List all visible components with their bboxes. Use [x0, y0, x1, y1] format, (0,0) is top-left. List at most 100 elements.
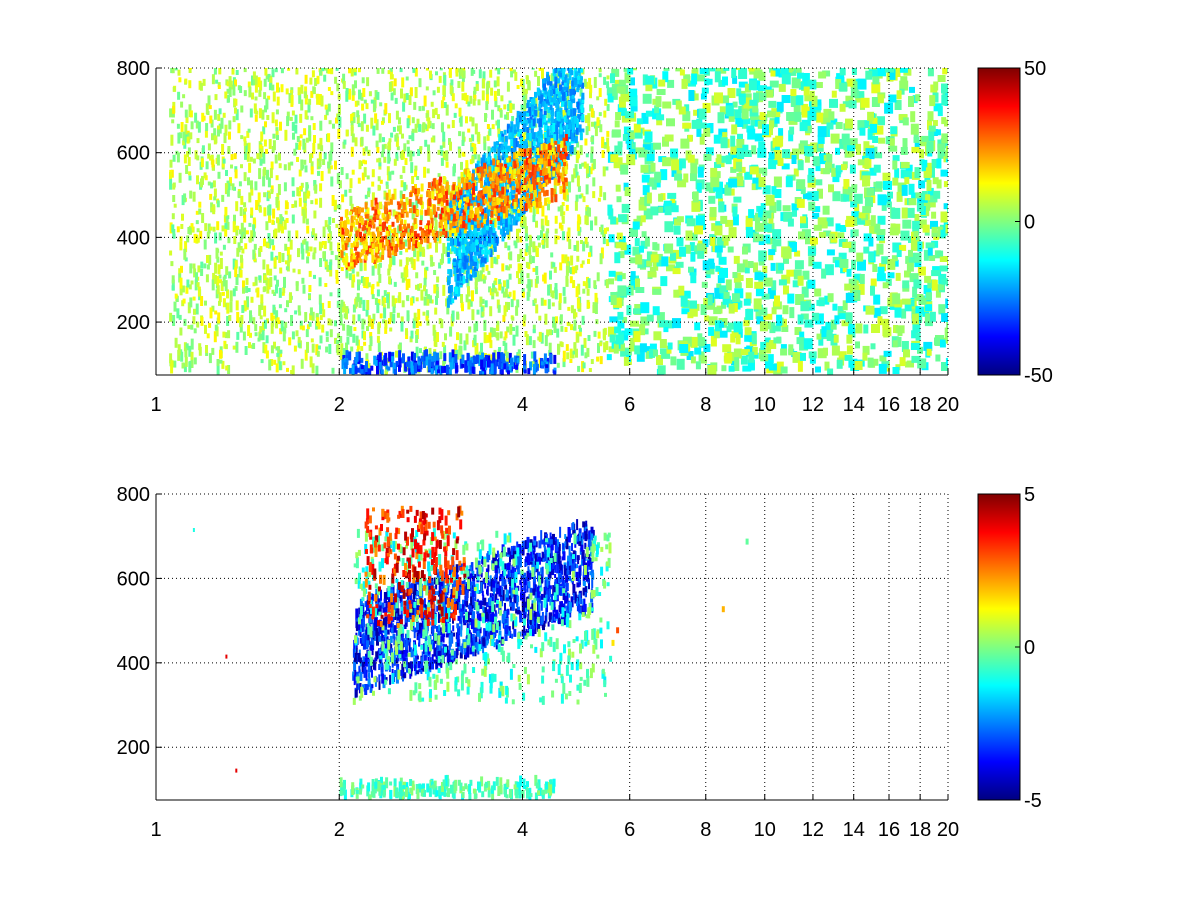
heatmap-cell [573, 342, 577, 352]
heatmap-cell [401, 300, 405, 308]
heatmap-cell [509, 323, 513, 335]
heatmap-cell [468, 326, 472, 333]
heatmap-cell [184, 241, 188, 253]
heatmap-cell [281, 217, 285, 222]
heatmap-cell [580, 68, 584, 69]
heatmap-cell [174, 293, 178, 299]
heatmap-cell [526, 176, 530, 182]
heatmap-cell [250, 213, 253, 218]
heatmap-cell [543, 83, 546, 91]
heatmap-cell [406, 295, 410, 302]
heatmap-cell [510, 169, 514, 177]
heatmap-cell [366, 175, 370, 180]
heatmap-cell [308, 131, 312, 142]
heatmap-cell [458, 68, 462, 73]
heatmap-cell [599, 227, 602, 232]
heatmap-cell [258, 304, 262, 316]
heatmap-cell [569, 348, 573, 359]
heatmap-cell [319, 335, 323, 344]
heatmap-cell [478, 166, 482, 172]
heatmap-cell [523, 314, 527, 321]
heatmap-cell [187, 325, 191, 330]
heatmap-cell [514, 194, 518, 200]
heatmap-cell [482, 186, 486, 194]
heatmap-cell [454, 273, 458, 282]
heatmap-cell [353, 68, 357, 73]
heatmap-cell [203, 172, 207, 179]
heatmap-cell [243, 207, 247, 212]
heatmap-cell [263, 92, 267, 100]
heatmap-cell [324, 114, 328, 120]
heatmap-cell [581, 82, 585, 89]
heatmap-cell [362, 278, 366, 286]
heatmap-cell [596, 118, 600, 126]
heatmap-cell [487, 205, 491, 210]
heatmap-cell [219, 359, 223, 364]
heatmap-cell [306, 256, 310, 264]
heatmap-cell [572, 40, 575, 48]
heatmap-cell [479, 274, 483, 282]
heatmap-cell [224, 332, 228, 339]
heatmap-cell [332, 123, 335, 129]
heatmap-cell [512, 175, 516, 180]
heatmap-cell [300, 99, 304, 111]
heatmap-cell [525, 243, 529, 253]
heatmap-cell [361, 172, 365, 181]
heatmap-cell [401, 277, 405, 283]
heatmap-cell [453, 246, 457, 254]
heatmap-cell [234, 267, 238, 278]
heatmap-cell [188, 68, 192, 70]
heatmap-cell [468, 226, 472, 236]
heatmap-cell [211, 74, 215, 85]
heatmap-cell [404, 158, 408, 165]
heatmap-cell [579, 87, 583, 97]
heatmap-cell [385, 192, 389, 201]
heatmap-cell [237, 242, 241, 253]
heatmap-cell [405, 93, 409, 100]
heatmap-cell [252, 249, 256, 260]
heatmap-cell [224, 206, 228, 216]
heatmap-cell [520, 223, 524, 228]
heatmap-cell [377, 341, 381, 352]
heatmap-cell [218, 108, 222, 115]
heatmap-cell [508, 291, 512, 297]
heatmap-cell [390, 246, 393, 251]
heatmap-cell [386, 166, 390, 176]
heatmap-cell [517, 209, 521, 214]
heatmap-cell [564, 74, 568, 84]
heatmap-cell [519, 129, 523, 134]
heatmap-cell [542, 274, 546, 282]
heatmap-cell [461, 131, 465, 143]
heatmap-cell [470, 205, 474, 211]
heatmap-cell [356, 115, 360, 124]
heatmap-cell [582, 281, 586, 287]
heatmap-cell [249, 156, 253, 162]
heatmap-cell [303, 91, 307, 99]
heatmap-cell [376, 335, 380, 343]
heatmap-cell [225, 365, 229, 371]
heatmap-cell [552, 316, 556, 328]
heatmap-cell [451, 298, 455, 304]
heatmap-cell [280, 320, 284, 332]
heatmap-cell [257, 77, 261, 88]
heatmap-cell [405, 328, 408, 336]
heatmap-cell [518, 131, 522, 140]
heatmap-cell [500, 216, 503, 226]
heatmap-cell [415, 297, 419, 302]
heatmap-cell [312, 86, 316, 93]
heatmap-cell [462, 221, 466, 229]
heatmap-cell [254, 96, 258, 101]
heatmap-cell [522, 111, 526, 121]
heatmap-cell [540, 297, 544, 306]
heatmap-cell [305, 241, 309, 251]
heatmap-cell [466, 241, 470, 248]
heatmap-cell [352, 216, 356, 221]
heatmap-cell [538, 90, 542, 98]
heatmap-cell [510, 139, 514, 147]
heatmap-cell [267, 278, 271, 290]
heatmap-cell [509, 224, 513, 232]
heatmap-cell [300, 358, 304, 369]
heatmap-cell [341, 258, 345, 263]
heatmap-cell [295, 68, 299, 75]
heatmap-cell [349, 225, 353, 232]
